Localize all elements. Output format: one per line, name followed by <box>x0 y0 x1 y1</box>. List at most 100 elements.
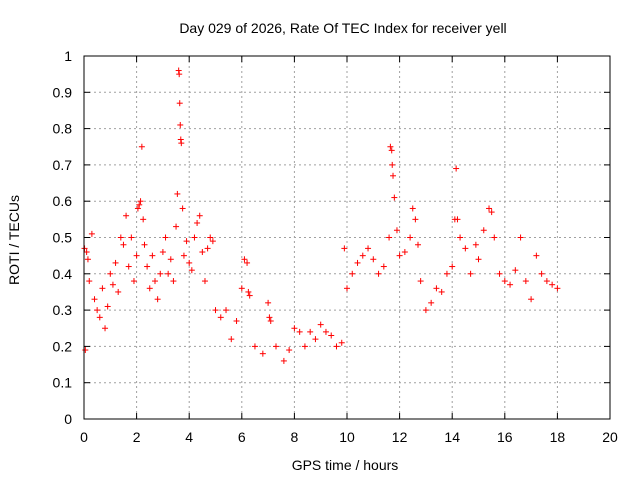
data-point <box>417 278 424 285</box>
data-point <box>409 205 416 212</box>
data-point <box>199 249 206 256</box>
data-point <box>449 263 456 270</box>
data-point <box>175 67 182 74</box>
data-point <box>251 343 258 350</box>
data-point <box>328 332 335 339</box>
data-point <box>522 278 529 285</box>
data-point <box>480 227 487 234</box>
data-point <box>391 194 398 201</box>
y-tick-label: 1 <box>64 48 72 64</box>
data-point <box>194 219 201 226</box>
data-point <box>159 249 166 256</box>
data-point <box>186 259 193 266</box>
data-point <box>415 241 422 248</box>
data-point <box>246 292 253 299</box>
data-point <box>152 278 159 285</box>
data-point <box>191 234 198 241</box>
data-point <box>244 259 251 266</box>
data-point <box>188 267 195 274</box>
data-point <box>86 278 93 285</box>
data-point <box>412 216 419 223</box>
y-tick-label: 0.1 <box>53 375 73 391</box>
data-point <box>146 285 153 292</box>
data-point <box>344 285 350 292</box>
data-point <box>401 249 408 256</box>
data-point <box>517 234 524 241</box>
data-point <box>380 263 387 270</box>
data-point <box>112 259 119 266</box>
data-point <box>266 314 273 321</box>
data-point <box>102 325 109 332</box>
x-tick-label: 14 <box>444 429 460 445</box>
data-point <box>109 281 116 288</box>
data-point <box>136 201 143 208</box>
data-point <box>99 285 106 292</box>
x-tick-label: 6 <box>238 429 246 445</box>
data-point <box>341 245 348 252</box>
data-point <box>457 234 464 241</box>
data-point <box>453 165 460 172</box>
x-tick-label: 4 <box>185 429 193 445</box>
data-point <box>196 212 203 219</box>
y-tick-labels: 0 0.1 0.2 0.3 0.4 0.5 0.6 0.7 0.8 0.9 1 <box>53 48 73 427</box>
data-point <box>462 245 469 252</box>
y-tick-label: 0.6 <box>53 193 73 209</box>
x-tick-label: 12 <box>392 429 408 445</box>
x-tick-label: 8 <box>291 429 299 445</box>
data-point <box>130 278 137 285</box>
data-point <box>296 328 303 335</box>
data-point <box>241 256 248 263</box>
data-point <box>389 161 396 168</box>
y-tick-label: 0.2 <box>53 338 73 354</box>
data-point <box>475 256 482 263</box>
data-point <box>549 281 556 288</box>
data-point <box>91 296 98 303</box>
data-point <box>228 336 235 343</box>
y-tick-label: 0.9 <box>53 84 73 100</box>
data-point <box>83 249 90 256</box>
y-axis-label: ROTI / TECUs <box>6 195 22 285</box>
data-point <box>396 252 403 259</box>
data-point <box>104 303 111 310</box>
x-tick-label: 16 <box>497 429 513 445</box>
data-point <box>512 267 519 274</box>
data-point <box>533 252 540 259</box>
data-point <box>528 296 535 303</box>
data-point <box>176 100 183 107</box>
data-point <box>170 278 177 285</box>
data-point <box>486 205 493 212</box>
data-point <box>393 227 400 234</box>
data-point <box>428 299 435 306</box>
data-point <box>259 350 266 357</box>
data-point <box>144 263 151 270</box>
data-point <box>125 263 132 270</box>
x-tick-label: 18 <box>550 429 566 445</box>
data-point <box>177 121 184 128</box>
data-point <box>173 223 180 230</box>
data-point <box>333 343 340 350</box>
data-point <box>167 256 174 263</box>
data-point <box>115 288 122 295</box>
data-point <box>538 270 545 277</box>
data-point <box>162 234 169 241</box>
data-point <box>265 299 272 306</box>
data-point <box>365 245 372 252</box>
data-point <box>386 234 393 241</box>
data-point <box>180 252 187 259</box>
data-point <box>176 71 183 78</box>
x-axis-label: GPS time / hours <box>292 457 399 473</box>
x-tick-label: 0 <box>80 429 88 445</box>
data-point <box>433 285 440 292</box>
data-point <box>157 270 164 277</box>
data-point <box>94 307 101 314</box>
data-point <box>307 328 314 335</box>
data-point <box>496 270 503 277</box>
data-point <box>388 147 395 154</box>
data-point <box>133 252 140 259</box>
data-point <box>174 190 181 197</box>
y-tick-label: 0.8 <box>53 121 73 137</box>
data-point <box>322 328 329 335</box>
data-point <box>138 143 145 150</box>
data-point <box>81 245 88 252</box>
data-point <box>443 270 450 277</box>
